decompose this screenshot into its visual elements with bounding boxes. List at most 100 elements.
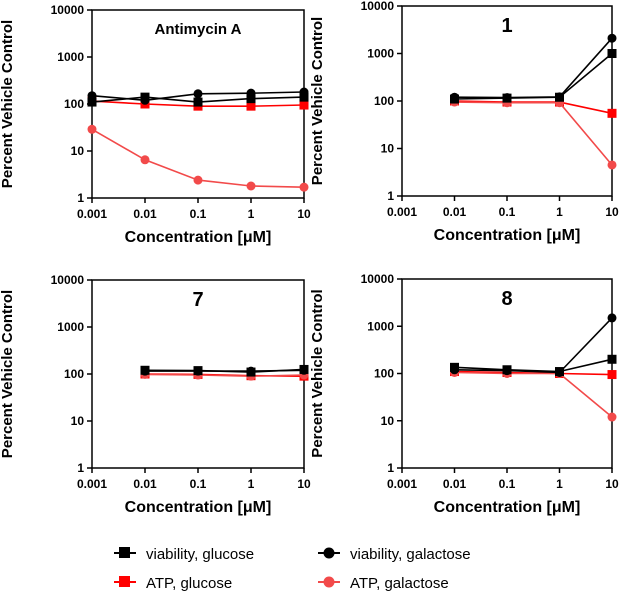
data-point-square bbox=[607, 108, 617, 118]
series-viability-galactose bbox=[87, 87, 309, 105]
data-point-circle bbox=[87, 124, 97, 134]
legend-label: viability, glucose bbox=[146, 546, 254, 563]
legend-square-marker bbox=[119, 547, 130, 558]
series-line bbox=[454, 317, 613, 374]
x-tick-label: 0.1 bbox=[190, 207, 207, 221]
y-tick-label: 10 bbox=[381, 414, 395, 428]
plots-group: 1 10 100 1000 10000 0.001 0.01 0.1 1 10 Concentrat… bbox=[0, 0, 619, 516]
y-tick-label: 10000 bbox=[361, 0, 395, 13]
x-axis-label: Concentration [μM] bbox=[125, 499, 272, 516]
data-point-circle bbox=[140, 366, 150, 376]
x-tick-label: 1 bbox=[248, 477, 255, 491]
x-tick-label: 10 bbox=[297, 477, 311, 491]
series-atp-galactose bbox=[450, 367, 617, 422]
x-tick-label: 10 bbox=[605, 205, 619, 219]
data-point-circle bbox=[299, 182, 309, 192]
x-tick-label: 0.001 bbox=[77, 207, 107, 221]
x-tick-label: 10 bbox=[297, 207, 311, 221]
legend-item-atp-glucose: ATP, glucose bbox=[114, 575, 232, 592]
data-point-circle bbox=[193, 175, 203, 185]
panel-title: 7 bbox=[192, 289, 203, 311]
data-point-circle bbox=[607, 160, 617, 170]
y-tick-label: 10 bbox=[71, 414, 85, 428]
x-tick-label: 1 bbox=[556, 205, 563, 219]
x-tick-label: 0.01 bbox=[443, 477, 467, 491]
y-axis-label: Percent Vehicle Control bbox=[0, 20, 16, 188]
x-tick-label: 1 bbox=[248, 207, 255, 221]
legend: viability, glucose viability, galactose … bbox=[114, 546, 471, 592]
legend-item-viability-galactose: viability, galactose bbox=[318, 546, 471, 563]
legend-square-marker bbox=[119, 576, 130, 587]
series-line bbox=[454, 371, 613, 418]
legend-label: ATP, galactose bbox=[350, 575, 449, 592]
x-tick-label: 1 bbox=[556, 477, 563, 491]
chart-panel-1: 1 10 100 1000 10000 0.001 0.01 0.1 1 10 Concentrat… bbox=[0, 3, 311, 246]
series-atp-glucose bbox=[450, 96, 617, 118]
legend-label: ATP, glucose bbox=[146, 575, 232, 592]
panel-title: Antimycin A bbox=[155, 21, 242, 38]
data-point-square bbox=[87, 97, 97, 107]
data-point-circle bbox=[607, 313, 617, 323]
data-point-circle bbox=[193, 89, 203, 99]
x-tick-label: 0.01 bbox=[443, 205, 467, 219]
chart-panel-3: 1 10 100 1000 10000 0.001 0.01 0.1 1 10 Concentrat… bbox=[0, 273, 311, 516]
legend-circle-marker bbox=[323, 576, 335, 588]
y-tick-label: 10 bbox=[71, 144, 85, 158]
x-tick-label: 0.001 bbox=[77, 477, 107, 491]
series-viability-galactose bbox=[450, 313, 617, 377]
data-point-square bbox=[299, 92, 309, 102]
legend-label: viability, galactose bbox=[350, 546, 471, 563]
y-tick-label: 1000 bbox=[57, 50, 84, 64]
x-axis-label: Concentration [μM] bbox=[434, 499, 581, 516]
x-tick-label: 0.001 bbox=[387, 205, 417, 219]
y-tick-label: 10000 bbox=[361, 272, 395, 286]
series-line bbox=[144, 373, 305, 378]
data-point-circle bbox=[246, 88, 256, 98]
series-line bbox=[454, 101, 613, 166]
series-atp-galactose bbox=[87, 124, 309, 192]
y-tick-label: 1 bbox=[77, 461, 84, 475]
data-point-circle bbox=[140, 95, 150, 105]
data-point-circle bbox=[502, 366, 512, 376]
x-tick-label: 10 bbox=[605, 477, 619, 491]
x-tick-label: 0.1 bbox=[499, 477, 516, 491]
data-point-circle bbox=[246, 181, 256, 191]
y-tick-label: 1000 bbox=[57, 320, 84, 334]
y-axis-label: Percent Vehicle Control bbox=[309, 289, 326, 457]
x-tick-label: 0.01 bbox=[133, 477, 157, 491]
chart-panel-2: 1 10 100 1000 10000 0.001 0.01 0.1 1 10 Concentrat… bbox=[309, 0, 619, 244]
x-tick-label: 0.1 bbox=[190, 477, 207, 491]
series-line bbox=[454, 52, 613, 100]
data-point-circle bbox=[555, 92, 564, 102]
x-tick-label: 0.1 bbox=[499, 205, 516, 219]
series-line bbox=[145, 369, 305, 372]
data-point-circle bbox=[502, 93, 512, 103]
x-axis-label: Concentration [μM] bbox=[125, 229, 272, 246]
data-point-circle bbox=[246, 366, 256, 376]
series-viability-galactose bbox=[450, 33, 617, 103]
data-point-circle bbox=[193, 366, 203, 376]
data-point-square bbox=[607, 354, 617, 364]
data-point-circle bbox=[555, 367, 564, 377]
data-point-circle bbox=[607, 412, 617, 422]
y-tick-label: 100 bbox=[374, 94, 394, 108]
y-tick-label: 1 bbox=[387, 189, 394, 203]
y-tick-label: 100 bbox=[64, 367, 84, 381]
x-tick-label: 0.01 bbox=[133, 207, 157, 221]
y-tick-label: 10000 bbox=[51, 273, 85, 287]
y-tick-label: 1000 bbox=[367, 319, 394, 333]
data-point-square bbox=[246, 94, 256, 104]
data-point-circle bbox=[299, 87, 309, 97]
y-tick-label: 1 bbox=[77, 191, 84, 205]
x-tick-label: 0.001 bbox=[387, 477, 417, 491]
legend-circle-marker bbox=[323, 547, 335, 559]
x-axis-label: Concentration [μM] bbox=[434, 227, 581, 244]
y-tick-label: 1 bbox=[387, 461, 394, 475]
y-tick-label: 100 bbox=[64, 97, 84, 111]
data-point-circle bbox=[450, 92, 459, 102]
y-axis-label: Percent Vehicle Control bbox=[0, 290, 16, 458]
data-point-square bbox=[193, 97, 203, 107]
legend-item-atp-galactose: ATP, galactose bbox=[318, 575, 449, 592]
data-point-circle bbox=[607, 33, 617, 43]
legend-item-viability-glucose: viability, glucose bbox=[114, 546, 254, 563]
